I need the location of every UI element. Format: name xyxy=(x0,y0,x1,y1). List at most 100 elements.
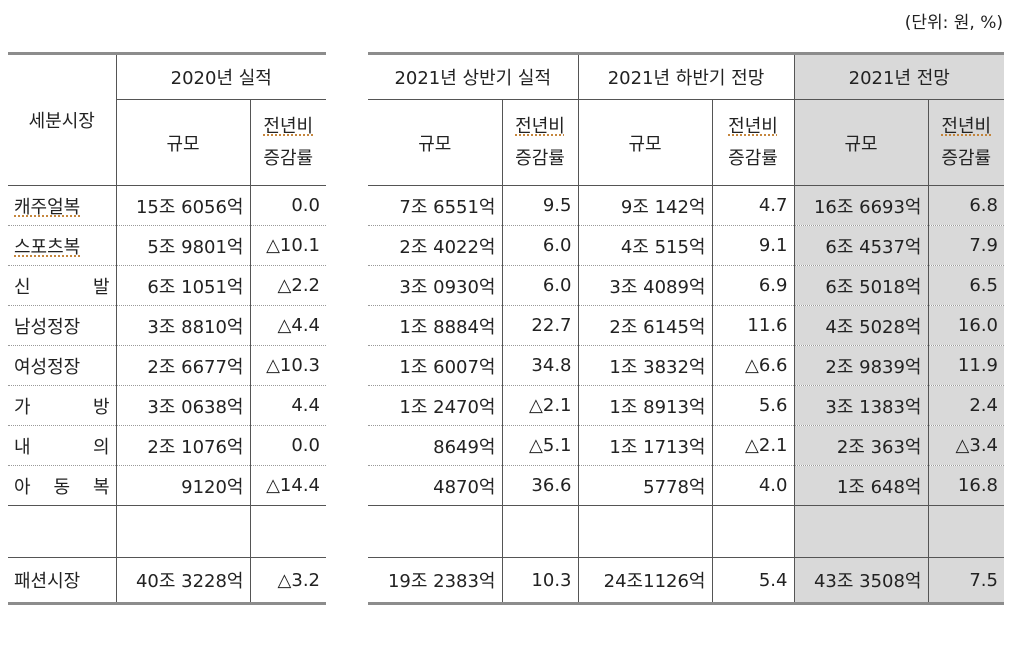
size-2021-h1: 3조 0930억 xyxy=(368,265,503,306)
table-row: 1조 6007억 34.8 1조 3832억 △6.6 2조 9839억 11.9 xyxy=(368,345,1004,386)
table-row: 여성정장 2조 6677억 △10.3 xyxy=(8,345,326,386)
size-2020: 3조 0638억 xyxy=(116,385,251,426)
yoy-2020: △10.3 xyxy=(250,345,326,386)
table-row: 19조 2383억 10.3 24조1126억 5.4 43조 3508억 7.5 xyxy=(368,557,1004,605)
yoy-2021-h1: 34.8 xyxy=(502,345,579,386)
yoy-2021-h2: △6.6 xyxy=(712,345,795,386)
header-full-2021: 2021년 전망 xyxy=(794,52,1004,100)
size-2021-full: 43조 3508억 xyxy=(794,557,929,605)
table-row: 패션시장 40조 3228억 △3.2 xyxy=(8,557,326,605)
size-2021-full: 4조 5028억 xyxy=(794,305,929,346)
segment-label: 캐주얼복 xyxy=(14,196,81,218)
size-2020: 15조 6056억 xyxy=(116,185,251,226)
yoy-2021-full: 16.8 xyxy=(928,465,1004,506)
size-2020: 2조 6677억 xyxy=(116,345,251,386)
header-yoy: 전년비 증감률 xyxy=(263,115,314,169)
segment-name: 남성정장 xyxy=(8,305,117,346)
yoy-2021-h1: 22.7 xyxy=(502,305,579,346)
size-2021-h2: 4조 515억 xyxy=(578,225,713,266)
yoy-2021-h2: 9.1 xyxy=(712,225,795,266)
size-2021-h2: 1조 3832억 xyxy=(578,345,713,386)
size-2021-full: 3조 1383억 xyxy=(794,385,929,426)
yoy-2020: 4.4 xyxy=(250,385,326,426)
table-row: 4870억 36.6 5778억 4.0 1조 648억 16.8 xyxy=(368,465,1004,506)
size-2020: 9120억 xyxy=(116,465,251,506)
size-2021-h2: 1조 8913억 xyxy=(578,385,713,426)
size-2020: 2조 1076억 xyxy=(116,425,251,466)
table-row: 1조 2470억 △2.1 1조 8913억 5.6 3조 1383억 2.4 xyxy=(368,385,1004,426)
header-h1-2021: 2021년 상반기 실적 xyxy=(368,52,579,100)
header-yoy: 전년비 증감률 xyxy=(712,99,795,186)
table-row: 내 의 2조 1076억 0.0 xyxy=(8,425,326,466)
segment-name: 여성정장 xyxy=(8,345,117,386)
yoy-2021-h2: 4.7 xyxy=(712,185,795,226)
size-2020: 40조 3228억 xyxy=(116,557,251,605)
yoy-2021-full: 16.0 xyxy=(928,305,1004,346)
yoy-2021-h2: 6.9 xyxy=(712,265,795,306)
yoy-2020: 0.0 xyxy=(250,425,326,466)
yoy-2021-full: 6.8 xyxy=(928,185,1004,226)
yoy-2021-full: 11.9 xyxy=(928,345,1004,386)
yoy-2021-h1: △2.1 xyxy=(502,385,579,426)
size-2021-h1: 1조 8884억 xyxy=(368,305,503,346)
size-2021-full: 1조 648억 xyxy=(794,465,929,506)
size-2021-h2: 2조 6145억 xyxy=(578,305,713,346)
yoy-2021-full: △3.4 xyxy=(928,425,1004,466)
yoy-2020: △10.1 xyxy=(250,225,326,266)
yoy-2021-h2: 11.6 xyxy=(712,305,795,346)
segment-label: 여성정장 xyxy=(14,356,81,378)
yoy-2021-h2: 4.0 xyxy=(712,465,795,506)
header-size: 규모 xyxy=(794,99,929,186)
yoy-2021-h1: 36.6 xyxy=(502,465,579,506)
yoy-2020: △4.4 xyxy=(250,305,326,346)
size-2020: 6조 1051억 xyxy=(116,265,251,306)
header-h2-2021: 2021년 하반기 전망 xyxy=(578,52,795,100)
size-2021-full: 2조 9839억 xyxy=(794,345,929,386)
size-2021-full: 2조 363억 xyxy=(794,425,929,466)
segment-label: 패션시장 xyxy=(14,571,81,592)
size-2021-h1: 1조 6007억 xyxy=(368,345,503,386)
size-2021-h1: 1조 2470억 xyxy=(368,385,503,426)
table-row: 캐주얼복 15조 6056억 0.0 xyxy=(8,185,326,226)
yoy-2021-h2: △2.1 xyxy=(712,425,795,466)
size-2021-h1: 8649억 xyxy=(368,425,503,466)
table-row: 가 방 3조 0638억 4.4 xyxy=(8,385,326,426)
size-2021-h2: 3조 4089억 xyxy=(578,265,713,306)
segment-name: 패션시장 xyxy=(8,557,117,605)
size-2021-h1: 4870억 xyxy=(368,465,503,506)
header-size: 규모 xyxy=(116,99,251,186)
table-2020: 세분시장 2020년 실적 규모 전년비 증감률 캐주얼복 15조 6056억 0.0… xyxy=(8,52,326,605)
yoy-2021-full: 2.4 xyxy=(928,385,1004,426)
header-segment: 세분시장 xyxy=(8,52,117,186)
table-2021: 2021년 상반기 실적 2021년 하반기 전망 2021년 전망 규모 전년… xyxy=(368,52,1004,605)
size-2021-h2: 5778억 xyxy=(578,465,713,506)
yoy-2021-h2: 5.4 xyxy=(712,557,795,605)
segment-name: 캐주얼복 xyxy=(8,185,117,226)
table-row: 아 동 복 9120억 △14.4 xyxy=(8,465,326,506)
header-2020: 2020년 실적 xyxy=(116,52,326,100)
table-row: 신 발 6조 1051억 △2.2 xyxy=(8,265,326,306)
segment-label: 남성정장 xyxy=(14,316,81,338)
size-2020: 5조 9801억 xyxy=(116,225,251,266)
table-row: 2조 4022억 6.0 4조 515억 9.1 6조 4537억 7.9 xyxy=(368,225,1004,266)
table-row: 남성정장 3조 8810억 △4.4 xyxy=(8,305,326,346)
table-row: 8649억 △5.1 1조 1713억 △2.1 2조 363억 △3.4 xyxy=(368,425,1004,466)
yoy-2021-h1: △5.1 xyxy=(502,425,579,466)
unit-note: (단위: 원, %) xyxy=(904,13,1003,33)
yoy-2021-h1: 10.3 xyxy=(502,557,579,605)
yoy-2021-full: 6.5 xyxy=(928,265,1004,306)
size-2021-h1: 19조 2383억 xyxy=(368,557,503,605)
table-row: 1조 8884억 22.7 2조 6145억 11.6 4조 5028억 16.0 xyxy=(368,305,1004,346)
header-size: 규모 xyxy=(578,99,713,186)
segment-label: 스포츠복 xyxy=(14,236,81,258)
yoy-2021-full: 7.5 xyxy=(928,557,1004,605)
yoy-2020: △14.4 xyxy=(250,465,326,506)
